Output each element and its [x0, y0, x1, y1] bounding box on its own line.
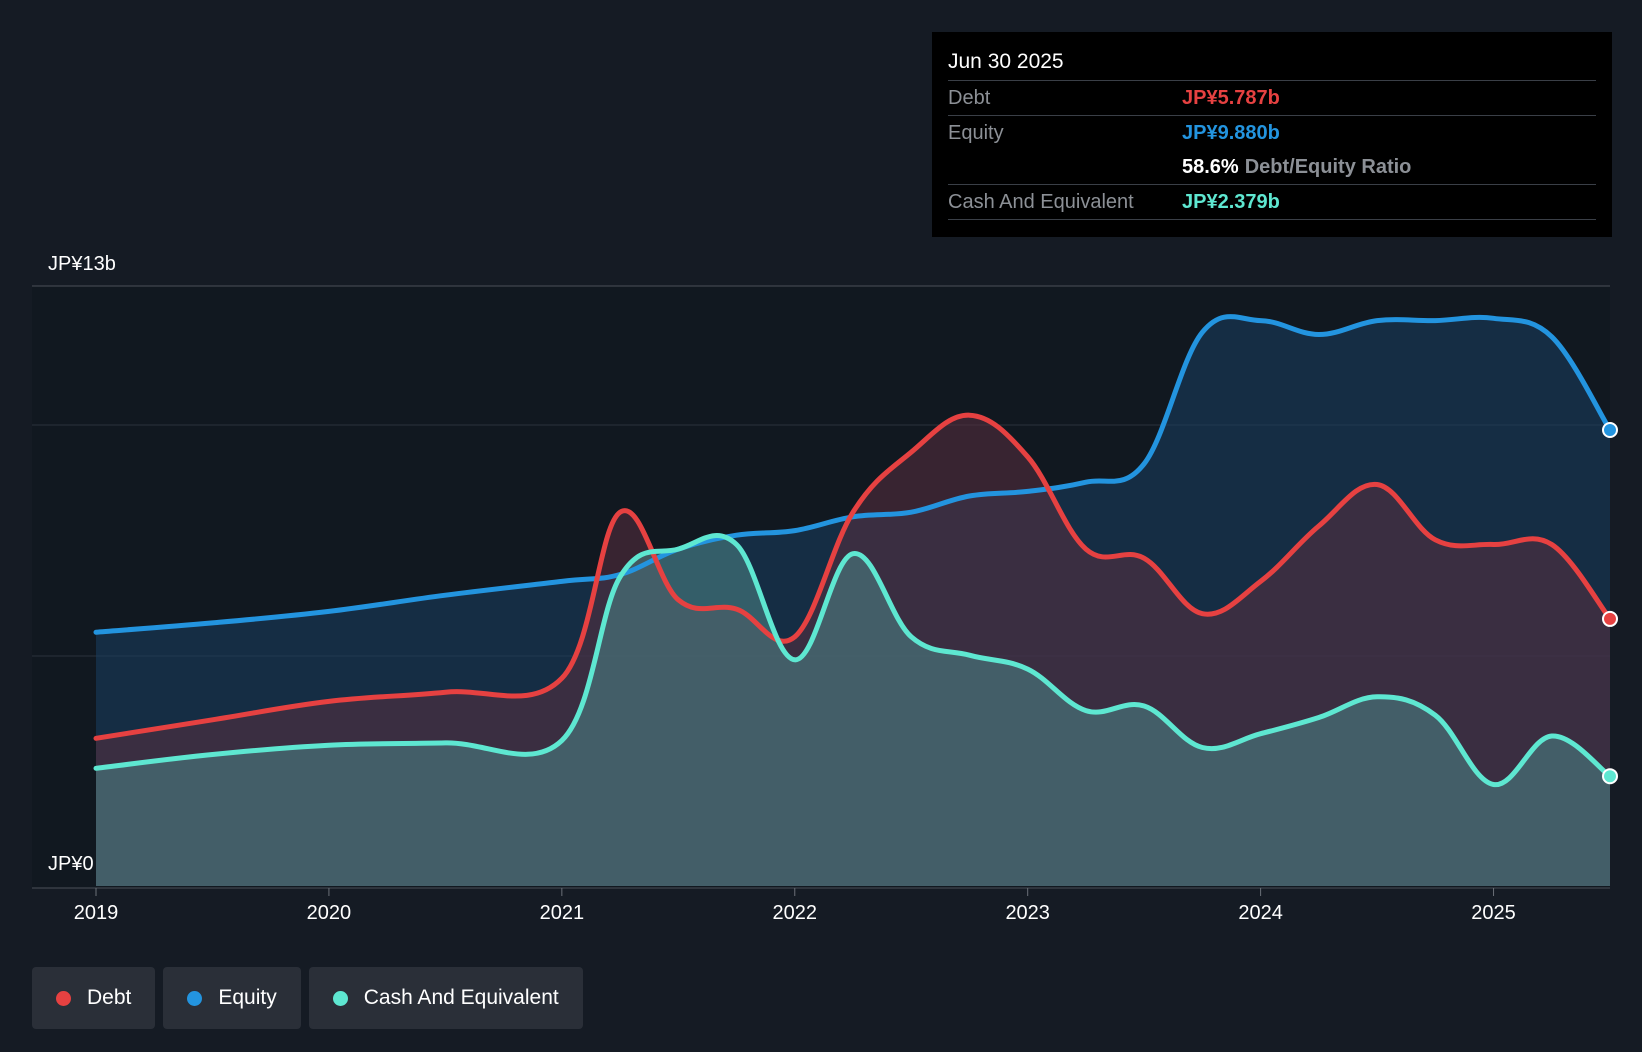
debt-endpoint[interactable] [1602, 610, 1618, 627]
x-tick-label-2023: 2023 [1005, 902, 1050, 924]
x-tick-label-2025: 2025 [1471, 902, 1516, 924]
tooltip-equity-value: JP¥9.880b [1182, 122, 1280, 144]
x-tick-label-2021: 2021 [540, 902, 585, 924]
x-tick-label-2024: 2024 [1238, 902, 1283, 924]
y-axis-bottom-label: JP¥0 [48, 853, 94, 875]
legend-item-equity[interactable]: Equity [163, 967, 301, 1029]
tooltip-ratio-label: Debt/Equity Ratio [1244, 156, 1412, 178]
legend-item-cash[interactable]: Cash And Equivalent [308, 967, 583, 1029]
legend-item-debt[interactable]: Debt [32, 967, 156, 1029]
equity-endpoint[interactable] [1602, 422, 1618, 438]
debt-line [93, 412, 1613, 741]
legend: Debt Equity Cash And Equivalent [32, 967, 583, 1029]
tooltip-equity-label: Equity [948, 122, 1004, 144]
legend-dot-cash-icon [332, 990, 348, 1006]
tooltip-debt-value: JP¥5.787b [1182, 87, 1280, 109]
legend-label-equity: Equity [218, 986, 277, 1009]
x-tick-label-2019: 2019 [74, 902, 119, 924]
x-tick-label-2022: 2022 [773, 902, 818, 924]
cash-area [96, 535, 1610, 886]
tooltip-ratio-value: 58.6% [1182, 156, 1239, 178]
tooltip-cash-label: Cash And Equivalent [948, 191, 1134, 213]
tooltip-debt-label: Debt [948, 87, 991, 109]
tooltip-cash-value: JP¥2.379b [1182, 191, 1280, 213]
cash-line [93, 533, 1613, 788]
equity-line [93, 314, 1613, 635]
cash-endpoint[interactable] [1602, 768, 1618, 785]
tooltip-ratio-row: 58.6% Debt/Equity Ratio [948, 150, 1596, 185]
tooltip-debt-row: Debt JP¥5.787b [948, 81, 1596, 116]
tooltip-panel: Jun 30 2025 Debt JP¥5.787b Equity JP¥9.8… [932, 32, 1612, 237]
legend-dot-equity-icon [187, 990, 203, 1006]
x-tick-label-2020: 2020 [307, 902, 352, 924]
legend-label-cash: Cash And Equivalent [363, 986, 559, 1009]
legend-label-debt: Debt [87, 986, 132, 1009]
tooltip-cash-row: Cash And Equivalent JP¥2.379b [948, 185, 1596, 220]
legend-dot-debt-icon [56, 990, 71, 1006]
y-axis-top-label: JP¥13b [48, 253, 116, 275]
tooltip-equity-row: Equity JP¥9.880b [948, 116, 1596, 150]
tooltip-date: Jun 30 2025 [948, 46, 1596, 81]
